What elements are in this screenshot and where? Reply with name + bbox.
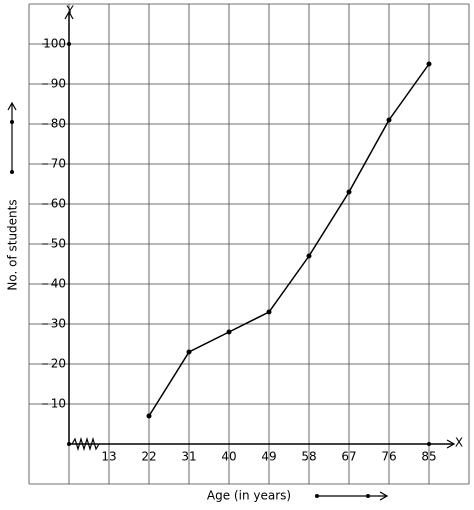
y-tick-label: 40 [51,277,66,291]
data-point [226,329,232,335]
y-tick-label: 80 [51,117,66,131]
y-tick-label: 60 [51,197,66,211]
x-tick-label: 49 [261,450,276,464]
x-axis-name: X [455,436,463,450]
x-tick-label: 31 [181,450,196,464]
data-point [306,253,312,259]
x-tick-label: 67 [341,450,356,464]
y-tick-label: 100 [43,37,66,51]
y-tick-label: 10 [51,397,66,411]
x-tick-label: 85 [421,450,436,464]
data-point [186,349,192,355]
data-point [386,117,392,123]
x-tick-label: 40 [221,450,236,464]
decor-dots [10,42,431,498]
x-tick-label: 76 [381,450,396,464]
y-axis-label: No. of students [6,199,20,290]
data-point [266,309,272,315]
x-tick-label: 13 [101,450,116,464]
x-tick-label: 22 [141,450,156,464]
data-point [426,61,432,67]
y-tick-label: 70 [51,157,66,171]
y-tick-label: 30 [51,317,66,331]
y-tick-label: 90 [51,77,66,91]
data-point [146,413,152,419]
y-axis-name: Y [65,4,74,18]
x-tick-label: 58 [301,450,316,464]
data-point [346,189,352,195]
decor-arrows [7,10,456,501]
y-tick-label: 50 [51,237,66,251]
y-tick-label: 20 [51,357,66,371]
x-axis-label: Age (in years) [207,489,291,503]
data-line [148,63,430,417]
